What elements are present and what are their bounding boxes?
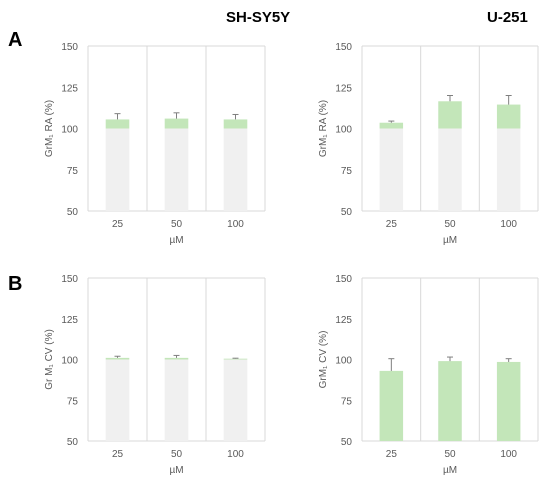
chart-a-sh-sy5y-bar-above-control [164, 118, 189, 129]
chart-a-u-251-bar-base [379, 128, 404, 211]
chart-a-u-251-x-axis-label: µM [443, 235, 457, 246]
chart-b-sh-sy5y-bar-base [164, 359, 189, 441]
chart-b-sh-sy5y-ytick-label: 125 [61, 315, 78, 326]
panel-label-a: A [8, 29, 22, 51]
chart-b-sh-sy5y-ytick-label: 75 [67, 396, 79, 407]
chart-b-sh-sy5y-y-axis-label: Gr M₁ CV (%) [44, 329, 55, 390]
chart-a-sh-sy5y-bar-above-control [223, 119, 248, 129]
chart-a-sh-sy5y-ytick-label: 50 [67, 207, 79, 218]
chart-a-u-251-category-label: 100 [500, 219, 517, 230]
chart-b-u-251-ytick-label: 150 [335, 274, 352, 285]
chart-a-u-251-bar-base [438, 128, 462, 211]
chart-a-sh-sy5y-category-label: 50 [171, 219, 183, 230]
chart-a-sh-sy5y-bar-base [105, 128, 130, 211]
chart-b-u-251: 50 75 100 125 150 25 50 100 µM GrM₁ CV (%) [318, 274, 539, 476]
chart-a-u-251-category-label: 25 [386, 219, 398, 230]
chart-a-sh-sy5y-bar-base [223, 128, 248, 211]
chart-b-u-251-y-axis-label: GrM₁ CV (%) [318, 331, 329, 389]
chart-a-sh-sy5y-ytick-label: 150 [61, 42, 78, 53]
chart-b-sh-sy5y-ytick-label: 50 [67, 437, 79, 448]
chart-b-sh-sy5y-x-axis-label: µM [169, 465, 183, 476]
chart-b-sh-sy5y-category-label: 50 [171, 449, 183, 460]
chart-a-sh-sy5y-bar-base [164, 128, 189, 211]
chart-a-u-251-ytick-label: 75 [341, 166, 353, 177]
chart-b-sh-sy5y-bar-base [105, 359, 130, 441]
chart-a-sh-sy5y-y-axis-label: GrM₁ RA (%) [44, 100, 55, 157]
chart-b-u-251-bar-below-control [496, 361, 521, 441]
chart-b-u-251-category-label: 50 [444, 449, 456, 460]
chart-b-u-251-ytick-label: 125 [335, 315, 352, 326]
chart-b-sh-sy5y-category-label: 25 [112, 449, 124, 460]
chart-a-sh-sy5y-ytick-label: 75 [67, 166, 79, 177]
chart-b-sh-sy5y-bar-above-control [164, 357, 189, 360]
chart-b-u-251-category-label: 100 [500, 449, 517, 460]
chart-b-sh-sy5y-ytick-label: 150 [61, 274, 78, 285]
chart-a-sh-sy5y-category-label: 25 [112, 219, 124, 230]
chart-b-u-251-ytick-label: 100 [335, 356, 352, 367]
chart-a-u-251-ytick-label: 100 [335, 125, 352, 136]
chart-a-sh-sy5y-ytick-label: 125 [61, 83, 78, 94]
chart-b-sh-sy5y-bar-above-control [105, 357, 130, 360]
column-title-u-251: U-251 [487, 9, 528, 26]
chart-a-u-251: 50 75 100 125 150 25 50 100 µM GrM₁ RA (%) [318, 42, 539, 246]
chart-b-u-251-x-axis-label: µM [443, 465, 457, 476]
chart-a-u-251-bar-above-control [438, 101, 462, 129]
chart-b-u-251-ytick-label: 75 [341, 396, 353, 407]
chart-b-u-251-category-label: 25 [386, 449, 398, 460]
chart-a-sh-sy5y-bar-above-control [105, 119, 130, 129]
chart-a-sh-sy5y-ytick-label: 100 [61, 125, 78, 136]
chart-b-sh-sy5y-bar-base [223, 359, 248, 441]
charts-group: 50 75 100 125 150 25 50 100 µM GrM₁ RA (%) 50 75 100… [44, 42, 539, 476]
chart-a-u-251-ytick-label: 50 [341, 207, 353, 218]
panel-label-b: B [8, 273, 22, 295]
chart-b-sh-sy5y: 50 75 100 125 150 25 50 100 µM Gr M₁ CV (%) [44, 274, 266, 476]
chart-a-sh-sy5y: 50 75 100 125 150 25 50 100 µM GrM₁ RA (%) [44, 42, 266, 246]
column-title-sh-sy5y: SH-SY5Y [226, 9, 290, 26]
chart-a-u-251-ytick-label: 150 [335, 42, 352, 53]
chart-a-u-251-ytick-label: 125 [335, 83, 352, 94]
chart-b-u-251-bar-below-control [438, 361, 462, 441]
chart-a-u-251-y-axis-label: GrM₁ RA (%) [318, 100, 329, 157]
chart-b-u-251-bar-below-control [379, 370, 404, 441]
chart-a-sh-sy5y-x-axis-label: µM [169, 235, 183, 246]
chart-a-u-251-bar-above-control [379, 122, 404, 129]
chart-b-u-251-ytick-label: 50 [341, 437, 353, 448]
chart-b-sh-sy5y-ytick-label: 100 [61, 356, 78, 367]
chart-a-u-251-bar-base [496, 128, 521, 211]
chart-b-sh-sy5y-bar-above-control [223, 358, 248, 360]
chart-a-sh-sy5y-category-label: 100 [227, 219, 244, 230]
chart-a-u-251-category-label: 50 [444, 219, 456, 230]
chart-a-u-251-bar-above-control [496, 104, 521, 129]
chart-b-sh-sy5y-category-label: 100 [227, 449, 244, 460]
